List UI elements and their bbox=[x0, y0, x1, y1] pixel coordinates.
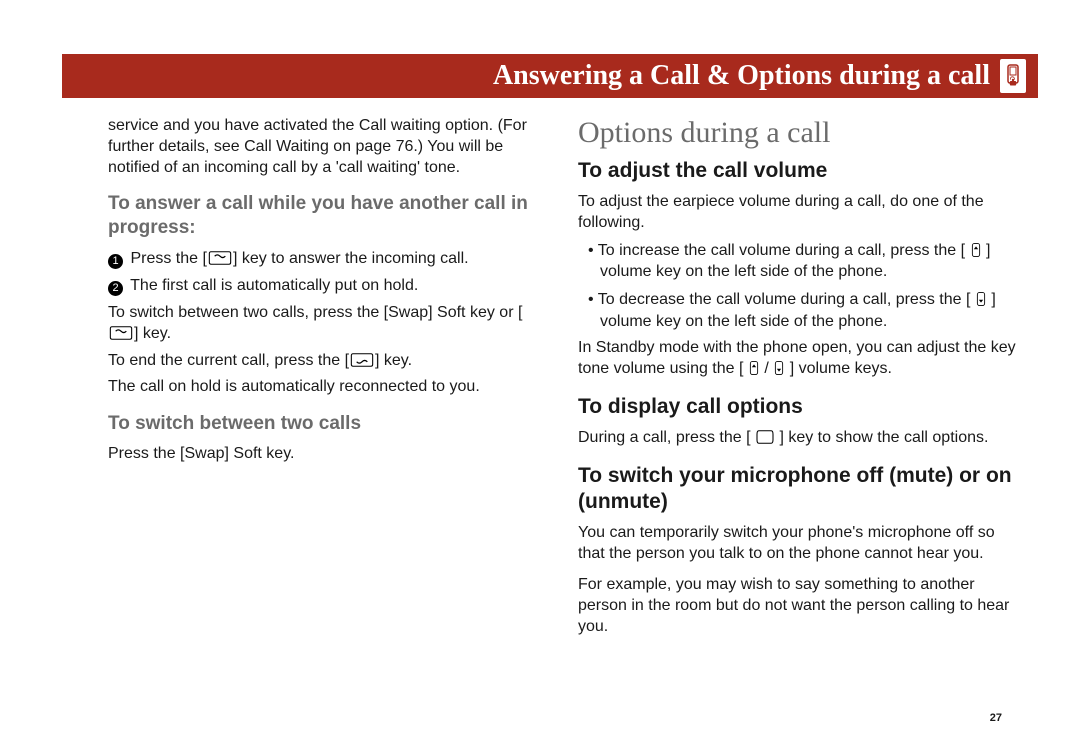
switch-b: ] key. bbox=[134, 325, 171, 342]
page-body: service and you have activated the Call … bbox=[108, 116, 1016, 728]
phone-lock-icon bbox=[1000, 59, 1026, 93]
disp-b: ] key to show the call options. bbox=[779, 429, 988, 446]
standby-text: In Standby mode with the phone open, you… bbox=[578, 338, 1016, 380]
volume-down-key-icon bbox=[975, 291, 987, 307]
vol-up-a: To increase the call volume during a cal… bbox=[598, 242, 965, 259]
switch-a: To switch between two calls, press the [… bbox=[108, 304, 522, 321]
right-column: Options during a call To adjust the call… bbox=[578, 116, 1016, 728]
page-number: 27 bbox=[990, 712, 1002, 724]
heading-display-options: To display call options bbox=[578, 394, 1016, 420]
disp-a: During a call, press the [ bbox=[578, 429, 751, 446]
step2-text: The first call is automatically put on h… bbox=[130, 277, 418, 294]
volume-up-key-icon bbox=[970, 242, 982, 258]
chapter-title: Answering a Call & Options during a call bbox=[493, 60, 990, 92]
vol-intro: To adjust the earpiece volume during a c… bbox=[578, 192, 1016, 234]
volume-up-key-icon bbox=[748, 360, 760, 376]
heading-answer-call: To answer a call while you have another … bbox=[108, 192, 546, 240]
standby-mid: / bbox=[760, 360, 773, 377]
reconnect-text: The call on hold is automatically reconn… bbox=[108, 377, 546, 398]
standby-b: ] volume keys. bbox=[790, 360, 892, 377]
mute-p1: You can temporarily switch your phone's … bbox=[578, 523, 1016, 565]
end-a: To end the current call, press the [ bbox=[108, 352, 349, 369]
heading-switch-calls: To switch between two calls bbox=[108, 412, 546, 436]
end-b: ] key. bbox=[375, 352, 412, 369]
display-options-text: During a call, press the [ ] key to show… bbox=[578, 428, 1016, 449]
end-call-text: To end the current call, press the [ ] ke… bbox=[108, 351, 546, 372]
section-heading: Options during a call bbox=[578, 116, 1016, 150]
volume-down-key-icon bbox=[773, 360, 785, 376]
send-key-icon bbox=[207, 250, 233, 266]
switch-text: To switch between two calls, press the [… bbox=[108, 303, 546, 345]
step1-text-b: ] key to answer the incoming call. bbox=[233, 250, 469, 267]
step1-text-a: Press the [ bbox=[130, 250, 206, 267]
end-key-icon bbox=[349, 352, 375, 368]
intro-text: service and you have activated the Call … bbox=[108, 116, 546, 178]
chapter-header: Answering a Call & Options during a call bbox=[62, 54, 1038, 98]
soft-key-icon bbox=[755, 429, 775, 445]
left-column: service and you have activated the Call … bbox=[108, 116, 546, 728]
send-key-icon bbox=[108, 325, 134, 341]
vol-up-bullet: To increase the call volume during a cal… bbox=[578, 240, 1016, 283]
swap-text: Press the [Swap] Soft key. bbox=[108, 444, 546, 465]
step-number-1: 1 bbox=[108, 254, 123, 269]
step-1: 1 Press the [ ] key to answer the incomin… bbox=[108, 248, 546, 270]
step-number-2: 2 bbox=[108, 281, 123, 296]
heading-mute: To switch your microphone off (mute) or … bbox=[578, 463, 1016, 516]
heading-adjust-volume: To adjust the call volume bbox=[578, 158, 1016, 184]
vol-dn-a: To decrease the call volume during a cal… bbox=[598, 291, 971, 308]
vol-dn-bullet: To decrease the call volume during a cal… bbox=[578, 289, 1016, 332]
step-2: 2 The first call is automatically put on… bbox=[108, 275, 546, 297]
mute-p2: For example, you may wish to say somethi… bbox=[578, 575, 1016, 637]
